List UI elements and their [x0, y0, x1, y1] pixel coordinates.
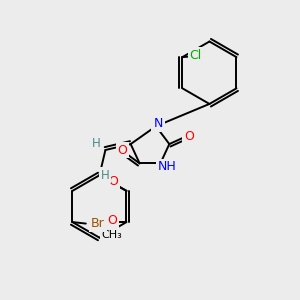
Text: O: O [117, 143, 127, 157]
Text: O: O [107, 214, 117, 227]
Text: Cl: Cl [190, 49, 202, 62]
Text: H: H [100, 169, 109, 182]
Text: NH: NH [158, 160, 176, 173]
Text: O: O [108, 175, 118, 188]
Text: Br: Br [91, 217, 105, 230]
Text: N: N [153, 117, 163, 130]
Text: H: H [92, 137, 100, 150]
Text: O: O [184, 130, 194, 143]
Text: CH₃: CH₃ [102, 230, 123, 240]
